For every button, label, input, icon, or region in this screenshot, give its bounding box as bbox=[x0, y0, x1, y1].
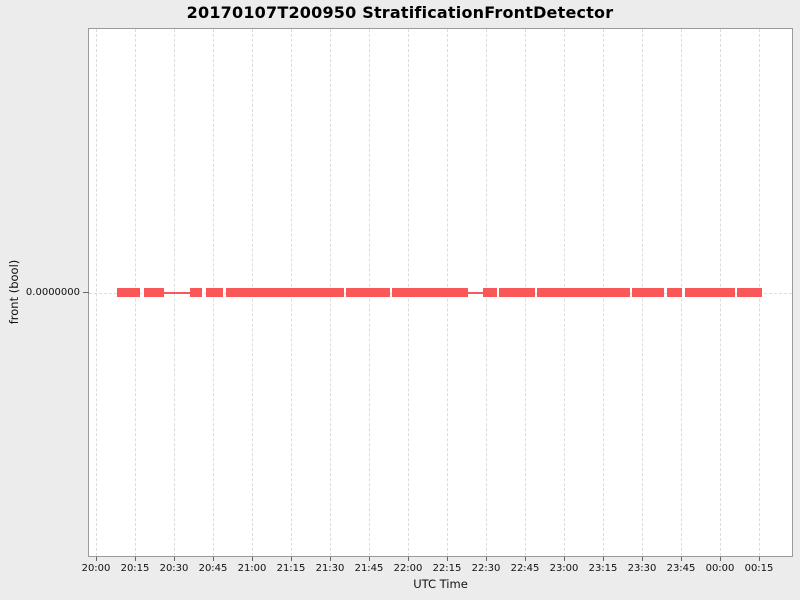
x-tick-label: 23:15 bbox=[588, 563, 618, 574]
x-tick-label: 22:15 bbox=[432, 563, 462, 574]
series-segment bbox=[536, 288, 631, 297]
series-segment bbox=[391, 288, 469, 297]
x-tick-label: 20:45 bbox=[198, 563, 228, 574]
x-tick-label: 21:45 bbox=[354, 563, 384, 574]
series-segment bbox=[666, 288, 683, 297]
series-segment bbox=[684, 288, 736, 297]
series-segment bbox=[468, 292, 483, 294]
x-tick-label: 23:00 bbox=[549, 563, 579, 574]
x-tick-label: 22:00 bbox=[393, 563, 423, 574]
y-tick-mark bbox=[83, 292, 89, 293]
x-tick-mark bbox=[603, 557, 604, 561]
x-tick-mark bbox=[369, 557, 370, 561]
series-segment bbox=[117, 288, 140, 297]
series-segment bbox=[205, 288, 223, 297]
x-tick-mark bbox=[96, 557, 97, 561]
x-tick-mark bbox=[252, 557, 253, 561]
x-tick-label: 20:30 bbox=[159, 563, 189, 574]
series-segment bbox=[346, 288, 391, 297]
x-tick-label: 23:45 bbox=[666, 563, 696, 574]
plot-area bbox=[88, 28, 793, 557]
x-tick-mark bbox=[447, 557, 448, 561]
x-tick-label: 21:15 bbox=[276, 563, 306, 574]
x-tick-mark bbox=[135, 557, 136, 561]
x-tick-mark bbox=[720, 557, 721, 561]
series-segment bbox=[190, 288, 203, 297]
x-tick-label: 22:45 bbox=[510, 563, 540, 574]
x-tick-label: 20:15 bbox=[120, 563, 150, 574]
x-tick-mark bbox=[759, 557, 760, 561]
x-axis: 20:00 20:15 20:30 20:45 21:00 21:15 21:30 21:45… bbox=[82, 556, 793, 580]
series-segment bbox=[632, 288, 665, 297]
x-tick-mark bbox=[525, 557, 526, 561]
x-tick-label: 22:30 bbox=[471, 563, 501, 574]
x-tick-label: 00:15 bbox=[744, 563, 774, 574]
chart-title: 20170107T200950 StratificationFrontDetec… bbox=[186, 3, 614, 22]
x-tick-label: 23:30 bbox=[627, 563, 657, 574]
x-tick-label: 00:00 bbox=[705, 563, 735, 574]
x-tick-mark bbox=[642, 557, 643, 561]
series-segment bbox=[144, 288, 165, 297]
x-tick-mark bbox=[213, 557, 214, 561]
x-tick-mark bbox=[564, 557, 565, 561]
series-segment bbox=[736, 288, 763, 297]
y-axis-title: front (bool) bbox=[7, 259, 21, 325]
x-tick-mark bbox=[408, 557, 409, 561]
gridline-vertical bbox=[96, 29, 97, 556]
x-tick-mark bbox=[174, 557, 175, 561]
x-axis-title: UTC Time bbox=[413, 577, 468, 591]
x-tick-mark bbox=[681, 557, 682, 561]
x-tick-label: 20:00 bbox=[81, 563, 111, 574]
y-tick-label: 0.0000000 bbox=[25, 287, 80, 298]
x-tick-label: 21:00 bbox=[237, 563, 267, 574]
series-segment bbox=[482, 288, 497, 297]
x-tick-mark bbox=[330, 557, 331, 561]
x-tick-label: 21:30 bbox=[315, 563, 345, 574]
x-tick-mark bbox=[486, 557, 487, 561]
series-segment bbox=[226, 288, 345, 297]
series-segment bbox=[164, 292, 191, 294]
x-tick-mark bbox=[291, 557, 292, 561]
series-segment bbox=[499, 288, 535, 297]
